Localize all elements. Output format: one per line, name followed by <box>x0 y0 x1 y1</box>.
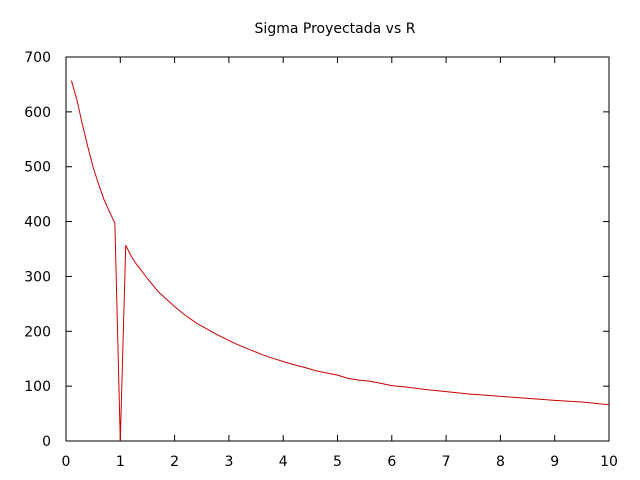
x-tick-label: 8 <box>496 454 505 470</box>
x-tick-label: 7 <box>442 454 451 470</box>
y-tick-label: 0 <box>42 434 51 450</box>
x-tick-label: 5 <box>333 454 342 470</box>
x-tick-label: 6 <box>387 454 396 470</box>
y-tick-label: 600 <box>24 105 51 121</box>
y-tick-label: 500 <box>24 160 51 176</box>
x-tick-label: 10 <box>600 454 618 470</box>
y-tick-label: 200 <box>24 324 51 340</box>
x-tick-label: 2 <box>170 454 179 470</box>
series-layer <box>70 80 610 442</box>
chart-title: Sigma Proyectada vs R <box>255 21 416 37</box>
y-tick-label: 100 <box>24 379 51 395</box>
y-tick-label: 400 <box>24 215 51 231</box>
y-axis-tick-labels: 0 100 200 300 400 500 600 700 <box>24 50 51 450</box>
x-axis-ticks <box>65 57 610 441</box>
x-tick-label: 9 <box>550 454 559 470</box>
x-tick-label: 4 <box>279 454 288 470</box>
x-tick-label: 1 <box>116 454 125 470</box>
y-tick-label: 300 <box>24 269 51 285</box>
x-axis-tick-labels: 0 1 2 3 4 5 6 7 8 9 10 <box>62 454 618 470</box>
x-tick-label: 3 <box>224 454 233 470</box>
series-line <box>70 80 610 442</box>
x-tick-label: 0 <box>62 454 71 470</box>
y-axis-ticks <box>66 56 609 442</box>
y-tick-label: 700 <box>24 50 51 66</box>
